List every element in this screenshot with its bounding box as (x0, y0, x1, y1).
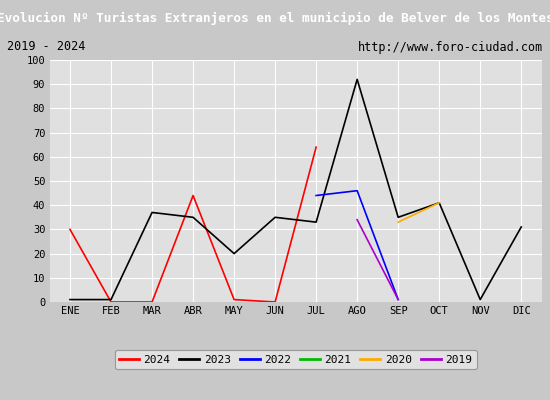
Legend: 2024, 2023, 2022, 2021, 2020, 2019: 2024, 2023, 2022, 2021, 2020, 2019 (114, 350, 477, 369)
Text: 2019 - 2024: 2019 - 2024 (7, 40, 85, 54)
Text: http://www.foro-ciudad.com: http://www.foro-ciudad.com (358, 40, 543, 54)
Text: Evolucion Nº Turistas Extranjeros en el municipio de Belver de los Montes: Evolucion Nº Turistas Extranjeros en el … (0, 12, 550, 25)
